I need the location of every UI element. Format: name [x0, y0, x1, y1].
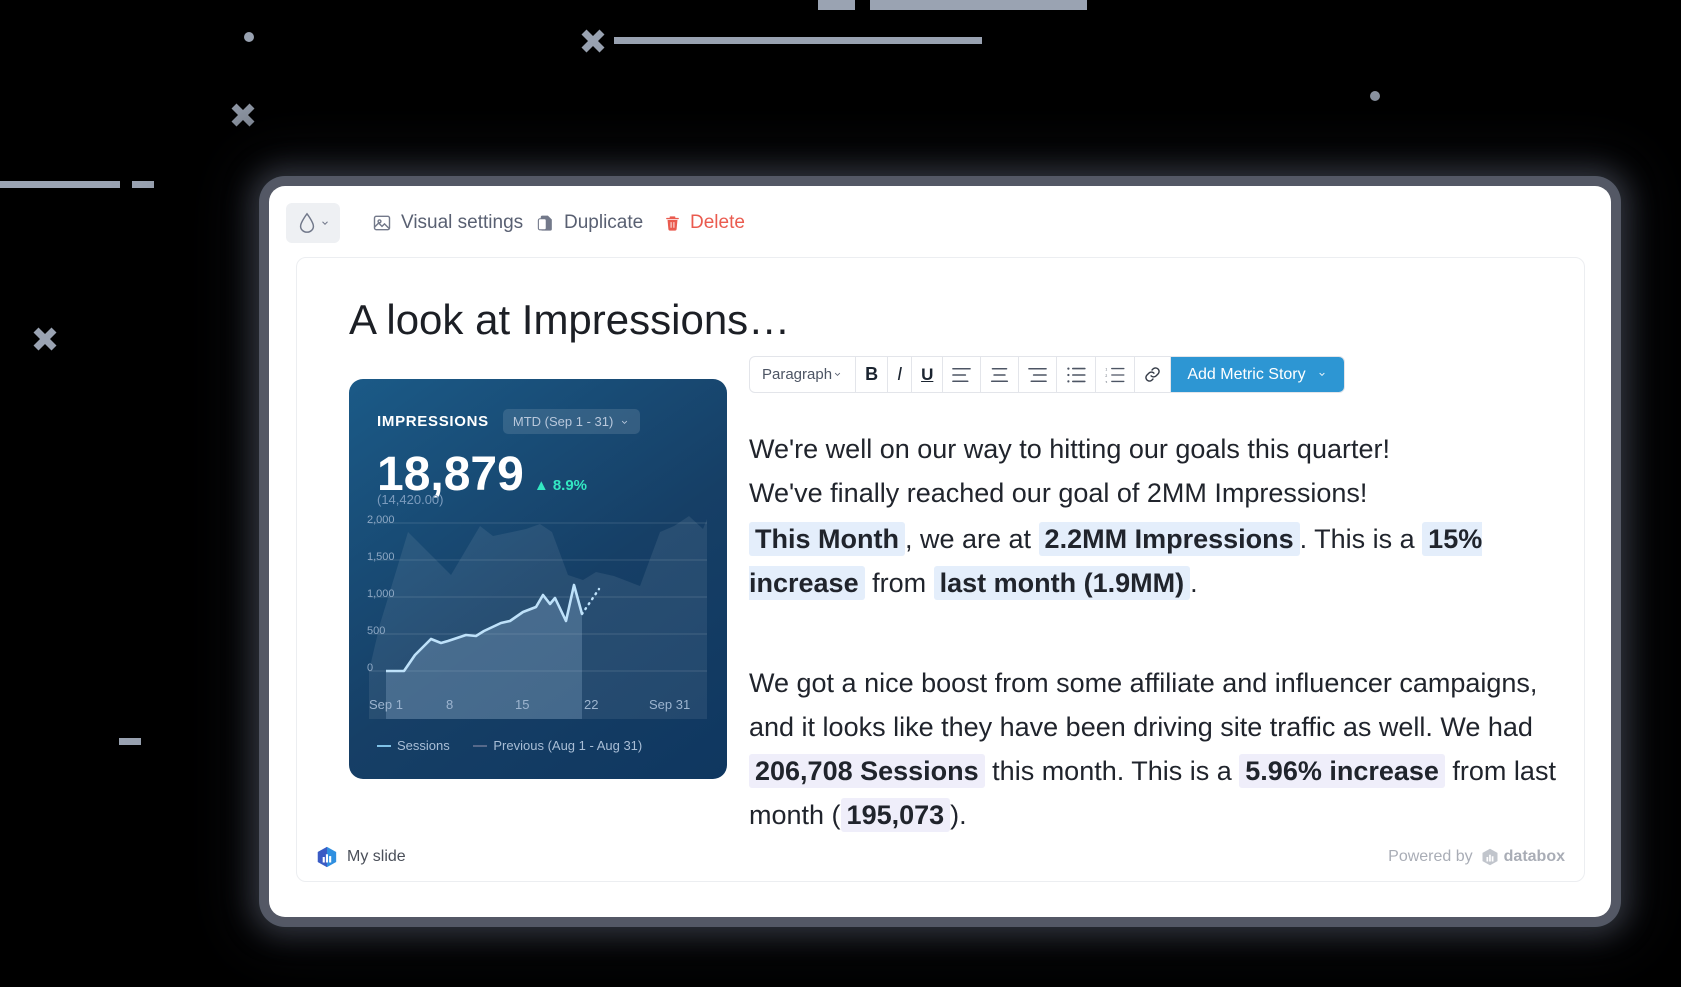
svg-text:3: 3: [1106, 380, 1108, 383]
svg-text:1: 1: [1106, 367, 1108, 371]
svg-text:2: 2: [1106, 374, 1108, 378]
